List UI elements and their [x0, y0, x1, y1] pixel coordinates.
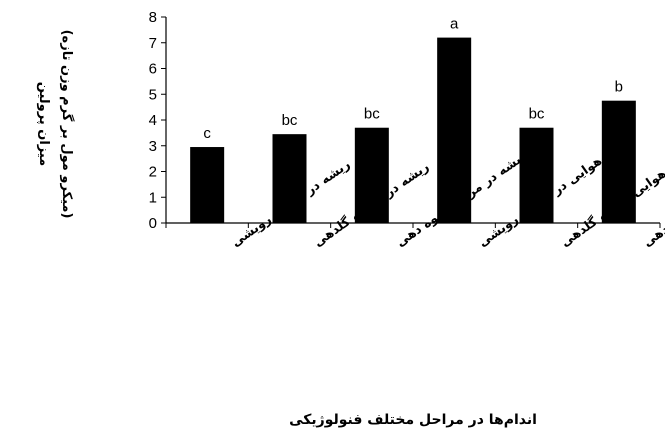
y-axis-ticks: 0 1 2 3 4 5 6 7 8 — [149, 9, 166, 232]
bar — [601, 100, 636, 223]
bar — [437, 37, 472, 223]
significance-letter: bc — [364, 106, 380, 123]
significance-letter: a — [450, 16, 459, 33]
bar — [354, 127, 389, 223]
y-tick-label: 6 — [149, 61, 157, 78]
y-tick-label: 4 — [149, 112, 157, 129]
x-axis-title: اندام‌ها در مراحل مختلف فنولوژیکی — [289, 412, 537, 428]
y-axis-title-line1: میزان پرولین — [36, 82, 51, 166]
y-tick-label: 5 — [149, 86, 157, 103]
bar — [190, 147, 225, 223]
significance-letter: b — [615, 79, 623, 96]
significance-letter: bc — [282, 112, 298, 129]
bars — [190, 37, 636, 223]
y-tick-label: 0 — [149, 215, 157, 232]
y-tick-label: 2 — [149, 164, 157, 181]
significance-letter: bc — [529, 106, 545, 123]
significance-letter: c — [203, 125, 211, 142]
y-axis-title-line2: (میکرو مول بر گرم وزن تازه) — [59, 30, 75, 219]
y-tick-label: 1 — [149, 189, 157, 206]
bar — [272, 134, 307, 223]
bar — [519, 127, 554, 223]
y-tick-label: 8 — [149, 9, 157, 26]
y-tick-label: 3 — [149, 138, 157, 155]
significance-letters: c bc bc a bc b — [203, 16, 623, 142]
y-tick-label: 7 — [149, 35, 157, 52]
